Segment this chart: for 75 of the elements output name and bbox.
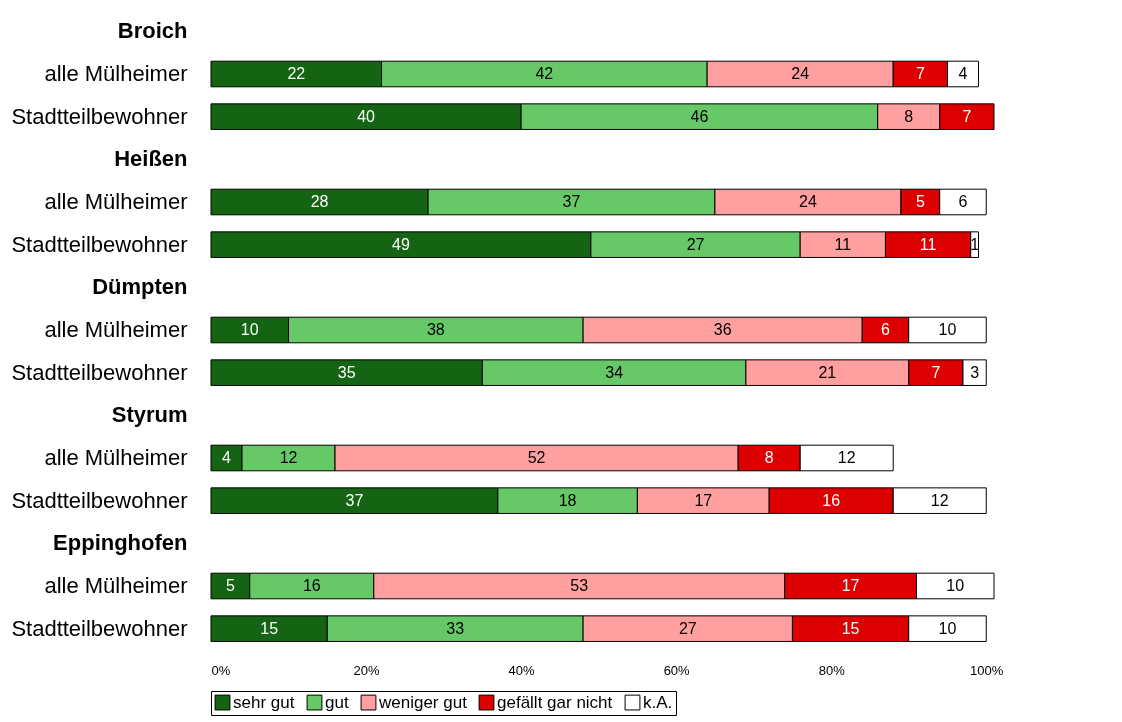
data-label: 6 (958, 193, 968, 210)
y-tick-label: Dümpten (92, 274, 188, 300)
y-tick-label: alle Mülheimer (44, 573, 188, 598)
data-label: 22 (287, 65, 306, 82)
data-label: 8 (764, 449, 774, 466)
y-tick-label: alle Mülheimer (44, 445, 188, 470)
x-tick-label: 80% (818, 662, 846, 678)
y-tick-label: alle Mülheimer (44, 317, 188, 342)
data-label: 12 (930, 491, 949, 509)
data-label: 7 (931, 363, 941, 381)
data-label: 12 (279, 449, 298, 466)
data-label: 42 (535, 65, 554, 82)
x-tick-label: 60% (663, 662, 691, 678)
x-tick-label: 100% (970, 662, 1004, 678)
data-label: 1 (970, 235, 980, 253)
data-label: 52 (527, 449, 546, 466)
legend-label: weniger gut (378, 692, 468, 712)
data-label: 17 (841, 577, 860, 594)
data-label: 40 (357, 107, 376, 125)
data-label: 24 (799, 193, 817, 210)
data-label: 46 (690, 107, 709, 125)
legend-label: gefällt gar nicht (497, 692, 613, 712)
y-tick-label: Heißen (114, 146, 188, 172)
data-label: 21 (818, 363, 837, 381)
data-label: 53 (570, 577, 589, 594)
data-label: 4 (222, 449, 232, 466)
data-label: 10 (938, 321, 957, 338)
y-tick-label: Stadtteilbewohner (11, 615, 188, 641)
x-tick-label: 40% (508, 662, 536, 678)
legend-label: sehr gut (233, 692, 295, 712)
data-label: 34 (605, 363, 624, 381)
data-label: 3 (970, 363, 980, 381)
data-label: 16 (822, 491, 841, 509)
data-label: 35 (337, 363, 356, 381)
x-tick-label: 20% (353, 662, 380, 678)
y-tick-label: Stadtteilbewohner (11, 359, 188, 385)
data-label: 10 (946, 577, 965, 594)
data-label: 38 (426, 321, 445, 338)
y-tick-label: Stadtteilbewohner (11, 231, 188, 257)
data-label: 11 (834, 235, 852, 253)
data-label: 33 (446, 619, 465, 637)
data-label: 37 (562, 193, 581, 210)
data-label: 16 (302, 577, 321, 594)
data-label: 27 (678, 619, 697, 637)
y-tick-label: Styrum (111, 402, 188, 428)
x-tick-label: 0% (211, 662, 231, 678)
y-tick-label: Stadtteilbewohner (11, 103, 188, 129)
data-label: 7 (962, 107, 972, 125)
data-label: 6 (881, 321, 891, 338)
y-tick-label: Stadtteilbewohner (11, 487, 188, 513)
data-label: 27 (686, 235, 705, 253)
data-label: 17 (694, 491, 713, 509)
data-label: 15 (260, 619, 279, 637)
data-label: 37 (345, 491, 364, 509)
data-label: 5 (225, 577, 235, 594)
legend-label: k.A. (643, 692, 673, 712)
data-label: 7 (915, 65, 925, 82)
data-label: 4 (958, 65, 968, 82)
data-label: 28 (310, 193, 329, 210)
data-label: 49 (392, 235, 410, 253)
data-label: 10 (938, 619, 957, 637)
legend-label: gut (325, 692, 349, 712)
data-label: 18 (558, 491, 577, 509)
y-tick-label: alle Mülheimer (44, 189, 188, 214)
data-label: 8 (904, 107, 914, 125)
y-tick-label: alle Mülheimer (44, 61, 188, 86)
y-tick-label: Broich (117, 18, 188, 44)
data-label: 15 (841, 619, 860, 637)
y-tick-label: Eppinghofen (53, 530, 188, 556)
data-label: 36 (713, 321, 732, 338)
data-label: 5 (915, 193, 925, 210)
data-label: 12 (837, 449, 856, 466)
data-label: 24 (791, 65, 810, 82)
data-label: 11 (919, 235, 937, 253)
data-label: 10 (240, 321, 259, 338)
